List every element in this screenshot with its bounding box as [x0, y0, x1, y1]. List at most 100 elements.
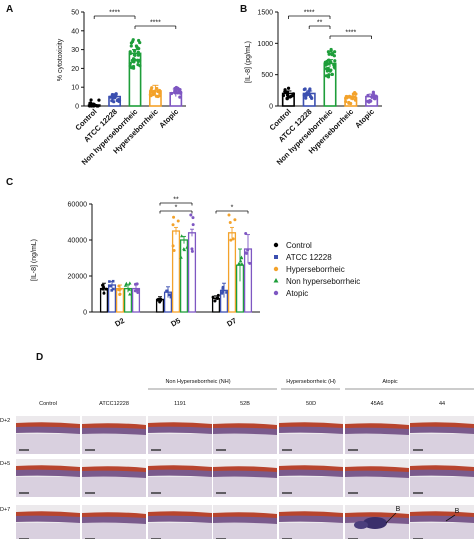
data-point: [89, 98, 93, 102]
data-point: [304, 93, 309, 97]
dermis-layer: [16, 477, 80, 497]
column-label: 52B: [240, 401, 250, 407]
histology-image: [279, 459, 343, 497]
data-point: [185, 245, 189, 249]
data-point: [326, 75, 331, 79]
data-point: [155, 86, 159, 91]
epidermis-layer: [345, 469, 409, 478]
annotation-arrow: [385, 512, 397, 524]
data-point: [237, 261, 241, 266]
data-point: [151, 92, 156, 97]
y-tick-label: 20000: [68, 274, 88, 281]
data-point: [329, 52, 333, 56]
stratum-corneum: [410, 511, 474, 517]
dermis-layer: [279, 523, 343, 539]
data-point: [285, 90, 289, 94]
data-point: [302, 87, 306, 92]
data-point: [246, 248, 250, 252]
data-point: [347, 94, 352, 98]
epidermis-layer: [16, 514, 80, 523]
dermis-layer: [345, 477, 409, 497]
dermis-layer: [82, 523, 146, 539]
histology-image: [213, 416, 277, 454]
legend-label: Hyperseborrheic: [286, 265, 345, 274]
stratum-corneum: [345, 423, 409, 429]
data-point: [102, 285, 106, 289]
epidermis-layer: [345, 426, 409, 435]
stratum-corneum: [279, 465, 343, 471]
data-point: [350, 97, 355, 101]
histology-image: [213, 459, 277, 497]
data-point: [89, 101, 93, 105]
data-point: [129, 41, 134, 45]
data-point: [173, 91, 177, 95]
sig-label: ****: [109, 10, 120, 17]
data-point: [149, 90, 154, 94]
data-point: [176, 86, 180, 91]
bar: [187, 232, 197, 313]
data-point: [156, 297, 160, 301]
dermis-layer: [410, 523, 474, 539]
histology-image: [148, 505, 212, 539]
data-point: [136, 63, 140, 67]
histology-image: [410, 459, 474, 497]
data-point: [166, 289, 169, 293]
y-tick-label: 30: [71, 47, 79, 54]
y-tick-label: 40000: [68, 238, 88, 245]
data-point: [216, 293, 220, 297]
legend-marker: [273, 266, 279, 272]
stratum-corneum: [213, 512, 277, 518]
stratum-corneum: [213, 466, 277, 472]
data-point: [333, 59, 337, 63]
sig-label: **: [173, 197, 179, 204]
data-point: [233, 218, 237, 222]
dermis-layer: [148, 477, 212, 497]
x-tick-label: D5: [169, 316, 182, 329]
epidermis-layer: [82, 426, 146, 435]
y-tick-label: 10: [71, 85, 79, 92]
data-point: [169, 295, 173, 299]
data-point: [127, 287, 131, 291]
data-point: [326, 66, 330, 70]
data-point: [330, 72, 334, 77]
annotation-b: B: [396, 506, 401, 513]
annotation-b: B: [455, 508, 460, 515]
dermis-layer: [16, 523, 80, 539]
data-point: [157, 94, 161, 98]
data-point: [332, 63, 336, 67]
data-point: [372, 96, 376, 100]
y-tick-label: 0: [75, 104, 79, 111]
sig-label: ****: [304, 10, 315, 17]
data-point: [112, 287, 115, 291]
data-point: [285, 97, 289, 101]
epidermis-layer: [148, 425, 212, 434]
dermis-layer: [213, 434, 277, 454]
data-point: [137, 38, 141, 43]
data-point: [216, 296, 220, 300]
stratum-corneum: [410, 465, 474, 471]
row-label: D+2: [0, 418, 10, 424]
y-tick-label: 0: [83, 310, 87, 317]
data-point: [118, 287, 122, 291]
stratum-corneum: [279, 422, 343, 428]
x-tick-label: Atopic: [157, 107, 180, 130]
epidermis-layer: [410, 425, 474, 434]
data-point: [244, 232, 248, 236]
data-point: [227, 213, 231, 217]
panel-b-label: B: [240, 4, 247, 15]
y-tick-label: 500: [261, 72, 273, 79]
data-point: [171, 223, 175, 227]
chart-c-legend: Control ATCC 12228 Hyperseborrheic Non hype…: [273, 241, 360, 298]
stratum-corneum: [82, 423, 146, 429]
data-point: [104, 287, 108, 291]
sig-label: **: [317, 20, 323, 27]
stratum-corneum: [410, 422, 474, 428]
data-point: [137, 46, 141, 51]
stratum-corneum: [148, 422, 212, 428]
x-tick-label: Atopic: [353, 107, 376, 130]
histology-image: [345, 459, 409, 497]
